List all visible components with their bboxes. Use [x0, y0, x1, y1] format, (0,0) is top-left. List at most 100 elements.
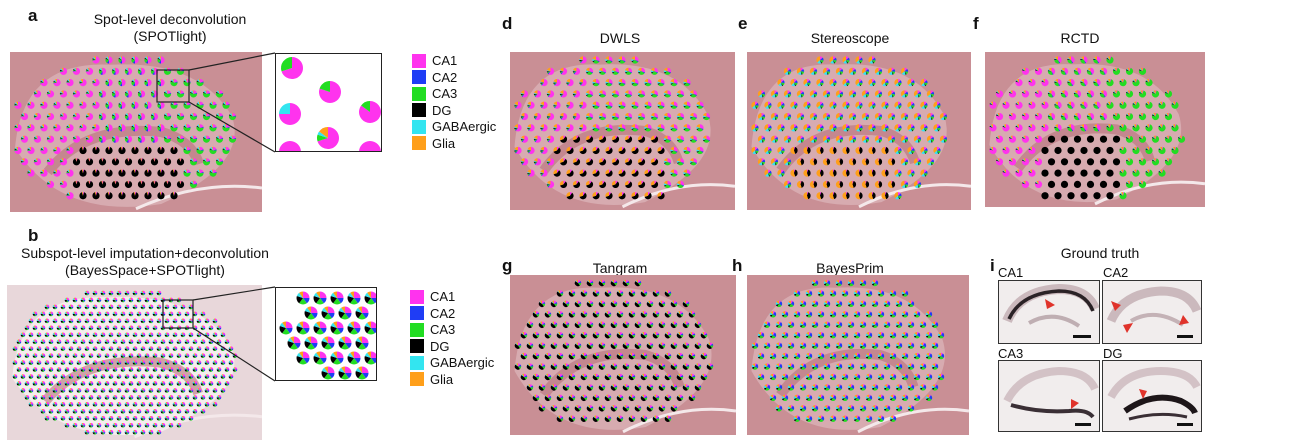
panel-title-d: DWLS: [599, 30, 641, 46]
tissue-section-g: [510, 275, 736, 435]
legend-item-gabaergic: GABAergic: [410, 355, 494, 370]
legend-label: CA2: [432, 69, 458, 85]
arrow-icon: [1071, 399, 1079, 409]
legend-item-ca2: CA2: [412, 70, 457, 85]
legend-swatch: [412, 119, 426, 134]
tissue-section-d: [510, 52, 735, 210]
gt-label-ca2: CA2: [1103, 265, 1129, 280]
legend-item-ca1: CA1: [410, 289, 455, 304]
legend-item-glia: Glia: [410, 372, 453, 387]
legend-swatch: [412, 136, 426, 150]
arrow-icon: [1179, 315, 1189, 325]
tissue-section-a: [10, 52, 262, 212]
tissue-section-e: [747, 52, 971, 210]
panel-title-b: Subspot-level imputation+deconvolution (…: [21, 245, 269, 278]
legend-swatch: [410, 306, 424, 320]
legend-b: CA1 CA2 CA3 DG GABAergic Glia: [410, 289, 500, 389]
legend-item-glia: Glia: [412, 136, 455, 151]
legend-swatch: [410, 372, 424, 386]
gt-image-ca1: [998, 280, 1100, 344]
panel-title-h: BayesPrim: [816, 260, 884, 276]
legend-swatch: [410, 322, 424, 337]
legend-a: CA1 CA2 CA3 DG GABAergic Glia: [412, 53, 502, 153]
legend-label: Glia: [432, 135, 456, 151]
scale-bar: [1177, 335, 1193, 338]
panel-title-f: RCTD: [1060, 30, 1100, 46]
gt-drawing-ca1: [1002, 283, 1099, 338]
legend-label: DG: [430, 338, 450, 354]
legend-swatch: [410, 339, 424, 353]
arrow-icon: [1111, 301, 1121, 311]
gt-drawing-ca3: [1003, 366, 1099, 426]
tissue-image: [10, 52, 262, 212]
zoom-spots: [279, 57, 381, 151]
panel-label-d: d: [502, 14, 513, 33]
panel-label-g: g: [502, 256, 513, 275]
panel-label-f: f: [973, 14, 979, 33]
legend-swatch: [410, 289, 424, 304]
scale-bar: [1075, 423, 1091, 426]
scale-bar: [1177, 423, 1193, 426]
panel-label-e: e: [738, 14, 748, 33]
legend-label: CA1: [432, 53, 458, 68]
legend-item-ca1: CA1: [412, 53, 457, 68]
legend-label: DG: [432, 102, 452, 118]
legend-item-gabaergic: GABAergic: [412, 119, 496, 134]
tissue-image: [510, 275, 736, 435]
legend-label: GABAergic: [432, 119, 497, 134]
tissue-image: [510, 52, 735, 210]
panel-label-i: i: [990, 256, 995, 275]
gt-label-dg: DG: [1103, 346, 1123, 361]
zoom-line-a-bottom: [188, 101, 276, 153]
arrow-icon: [1139, 389, 1147, 399]
gt-image-ca3: [998, 360, 1100, 432]
legend-swatch: [412, 53, 426, 68]
legend-label: CA3: [430, 322, 456, 337]
tissue-section-h: [747, 275, 969, 435]
legend-item-dg: DG: [412, 103, 452, 118]
legend-swatch: [410, 355, 424, 370]
legend-item-dg: DG: [410, 339, 450, 354]
legend-label: CA3: [432, 86, 458, 101]
tissue-image: [747, 52, 971, 210]
tissue-image: [747, 275, 969, 435]
zoom-inset-a: [275, 53, 382, 152]
tissue-image: [985, 52, 1205, 207]
zoom-spots: [279, 291, 376, 380]
legend-item-ca3: CA3: [410, 322, 455, 337]
gt-image-ca2: [1102, 280, 1202, 344]
legend-swatch: [412, 86, 426, 101]
legend-item-ca3: CA3: [412, 86, 457, 101]
panel-title-i: Ground truth: [1060, 245, 1140, 261]
panel-label-h: h: [732, 256, 743, 275]
legend-label: CA2: [430, 305, 456, 321]
scale-bar: [1073, 335, 1091, 338]
panel-title-g: Tangram: [592, 260, 648, 276]
zoom-region-b: [162, 299, 194, 329]
gt-image-dg: [1102, 360, 1202, 432]
legend-swatch: [412, 103, 426, 117]
arrow-icon: [1123, 323, 1133, 333]
legend-item-ca2: CA2: [410, 306, 455, 321]
panel-label-b: b: [28, 226, 39, 245]
tissue-image: [7, 285, 262, 440]
gt-drawing-ca2: [1106, 286, 1201, 338]
legend-label: GABAergic: [430, 355, 495, 370]
legend-swatch: [412, 70, 426, 84]
zoom-inset-b: [275, 287, 377, 381]
legend-label: Glia: [430, 371, 454, 387]
zoom-line-b-top: [192, 286, 276, 301]
legend-label: CA1: [430, 289, 456, 304]
panel-title-a: Spot-level deconvolution (SPOTlight): [93, 11, 247, 44]
panel-label-a: a: [28, 6, 38, 25]
panel-title-e: Stereoscope: [810, 30, 890, 46]
arrow-icon: [1045, 299, 1055, 309]
tissue-section-f: [985, 52, 1205, 207]
gt-drawing-dg: [1107, 366, 1201, 426]
gt-label-ca1: CA1: [998, 265, 1024, 280]
zoom-line-a-top: [188, 52, 276, 71]
zoom-region-a: [156, 69, 190, 103]
gt-label-ca3: CA3: [998, 346, 1024, 361]
tissue-section-b: [7, 285, 262, 440]
